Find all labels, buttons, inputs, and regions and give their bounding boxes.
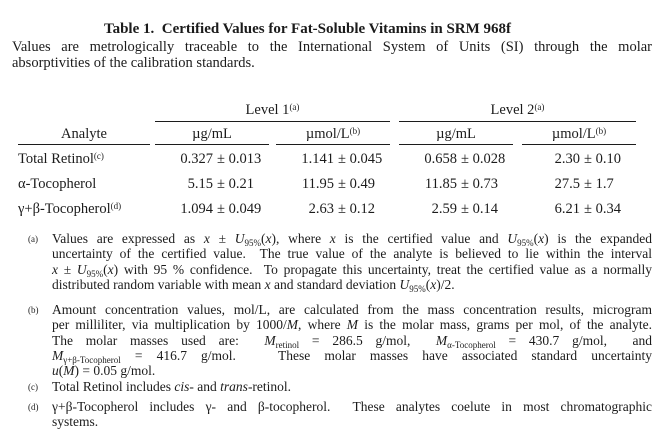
unit-header-ugml-l2: µg/mL [399,123,513,145]
footnote-d: (d) γ+β-Tocopherol includes γ- and β-toc… [28,399,654,430]
intro-paragraph: Values are metrologically traceable to t… [12,39,652,71]
unit-header-umol-l1: µmol/L(b) [276,123,390,145]
footnote-line: Total Retinol includes cis- and trans-re… [52,379,292,394]
value-cell: 27.5 ± 1.7 [554,175,614,192]
footnote-line: u(M) = 0.05 g/mol. [52,363,156,379]
table-row: α-Tocopherol 5.15 ± 0.21 11.95 ± 0.49 11.8… [18,172,638,197]
table-row: Total Retinol(c) 0.327 ± 0.013 1.141 ± 0.0… [18,147,638,172]
footnote-marker: (b) [28,305,39,315]
analyte-column-header: Analyte [18,123,150,145]
table-row: γ+β-Tocopherol(d) 1.094 ± 0.049 2.63 ± 0.1… [18,197,638,222]
value-cell: 0.327 ± 0.013 [180,150,262,167]
footnote-c: (c) Total Retinol includes cis- and tran… [28,379,654,395]
footnote-line: distributed random variable with mean x … [52,276,455,294]
footnote-line: The molar masses used are: Mretinol = 28… [52,332,653,350]
value-cell: 11.85 ± 0.73 [424,175,498,192]
footnote-line: Values are expressed as x ± U95%(x), whe… [52,231,653,248]
level-header-spacer [18,100,155,123]
table-title: Table 1. Certified Values for Fat-Solubl… [103,21,512,37]
value-cell: 2.30 ± 0.10 [554,150,621,167]
analyte-cell: α-Tocopherol [18,175,97,192]
footnote-marker: (a) [28,234,38,244]
value-cell: 2.59 ± 0.14 [431,200,498,217]
footnote-line: per milliliter, via multiplication by 10… [52,317,652,333]
footnote-marker: (d) [28,402,39,412]
unit-header-row: Analyte µg/mL µmol/L(b) µg/mL µmol/L(b) [18,123,638,147]
footnote-text: Total Retinol includes cis- and trans-re… [52,379,652,395]
level-2-footnote-ref: (a) [534,102,545,112]
value-cell: 6.21 ± 0.34 [554,200,621,217]
certified-values-table: Level 1(a) Level 2(a) Analyte µg/mL µmol… [18,100,638,222]
footnote-text: Values are expressed as x ± U95%(x), whe… [52,231,653,294]
umol-footnote-ref: (b) [595,125,607,136]
level-header-gap [390,100,399,123]
intro-line: absorptivities of the calibration standa… [12,54,255,71]
level-1-header: Level 1(a) [155,100,390,122]
umol-footnote-ref: (b) [349,125,361,136]
value-cell: 1.141 ± 0.045 [301,150,383,167]
value-cell: 0.658 ± 0.028 [424,150,506,167]
footnote-line: x ± U95%(x) with 95 % confidence. To pro… [52,261,652,279]
analyte-footnote-ref: (c) [93,150,104,161]
value-cell: 2.63 ± 0.12 [308,200,375,217]
footnote-line: Amount concentration values, mol/L, are … [52,302,652,317]
footnote-line: systems. [52,414,99,430]
unit-header-ugml-l1: µg/mL [155,123,269,145]
level-header-row: Level 1(a) Level 2(a) [18,100,638,123]
analyte-footnote-ref: (d) [110,200,122,211]
intro-line: Values are metrologically traceable to t… [12,39,652,55]
level-1-label: Level 1 [245,102,290,118]
value-cell: 1.094 ± 0.049 [180,200,262,217]
footnote-text: γ+β-Tocopherol includes γ- and β-tocophe… [52,399,652,430]
footnote-a: (a) Values are expressed as x ± U95%(x),… [28,231,654,294]
level-1-footnote-ref: (a) [289,102,300,112]
footnote-line: Mγ+β-Tocopherol = 416.7 g/mol. These mol… [52,347,652,365]
level-2-label: Level 2 [490,102,535,118]
value-cell: 11.95 ± 0.49 [301,175,375,192]
footnote-marker: (c) [28,382,38,392]
analyte-cell: γ+β-Tocopherol(d) [18,200,122,217]
value-cell: 5.15 ± 0.21 [187,175,254,192]
level-2-header: Level 2(a) [399,100,636,122]
footnote-b: (b) Amount concentration values, mol/L, … [28,302,654,378]
footnote-line: γ+β-Tocopherol includes γ- and β-tocophe… [52,399,652,414]
footnote-text: Amount concentration values, mol/L, are … [52,302,652,378]
footnote-line: uncertainty of the certified value. The … [52,246,652,262]
unit-header-umol-l2: µmol/L(b) [522,123,636,145]
analyte-cell: Total Retinol(c) [18,150,104,167]
